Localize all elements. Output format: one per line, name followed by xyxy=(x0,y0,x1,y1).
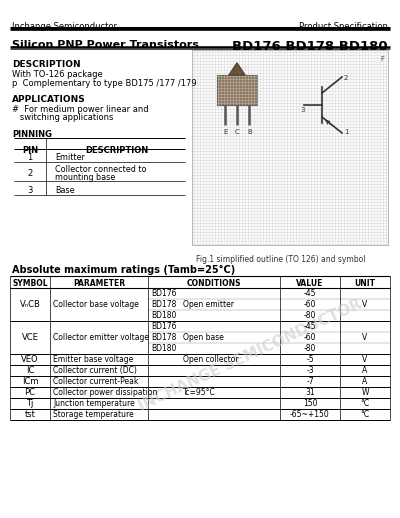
Text: PIN: PIN xyxy=(22,146,38,155)
Text: Fig.1 simplified outline (TO 126) and symbol: Fig.1 simplified outline (TO 126) and sy… xyxy=(196,255,366,264)
Bar xyxy=(217,75,257,105)
Text: B: B xyxy=(247,129,252,135)
Text: E: E xyxy=(223,129,227,135)
Text: SYMBOL: SYMBOL xyxy=(12,279,48,287)
Text: Collector power dissipation: Collector power dissipation xyxy=(53,388,157,397)
Text: With TO-126 package: With TO-126 package xyxy=(12,70,103,79)
Text: F: F xyxy=(380,56,384,62)
Text: 1: 1 xyxy=(344,129,348,135)
Text: BD180: BD180 xyxy=(151,311,176,320)
Text: V: V xyxy=(362,355,368,364)
Text: Open emitter: Open emitter xyxy=(183,300,234,309)
Text: PARAMETER: PARAMETER xyxy=(73,279,125,287)
Text: °C: °C xyxy=(360,399,370,408)
Text: UNIT: UNIT xyxy=(354,279,376,287)
Text: 31: 31 xyxy=(305,388,315,397)
Text: Silicon PNP Power Transistors: Silicon PNP Power Transistors xyxy=(12,40,199,50)
Text: CONDITIONS: CONDITIONS xyxy=(187,279,241,287)
Text: INCHANGE SEMICONDUCTOR: INCHANGE SEMICONDUCTOR xyxy=(136,296,364,413)
Text: DESCRIPTION: DESCRIPTION xyxy=(12,60,81,69)
Text: -65~+150: -65~+150 xyxy=(290,410,330,419)
Text: IC: IC xyxy=(26,366,34,375)
Text: VCE: VCE xyxy=(22,333,38,342)
Text: -7: -7 xyxy=(306,377,314,386)
Text: Collector base voltage: Collector base voltage xyxy=(53,300,139,309)
Text: p  Complementary to type BD175 /177 /179: p Complementary to type BD175 /177 /179 xyxy=(12,79,197,88)
Text: -60: -60 xyxy=(304,333,316,342)
Text: -45: -45 xyxy=(304,322,316,331)
Text: -45: -45 xyxy=(304,289,316,298)
Text: VALUE: VALUE xyxy=(296,279,324,287)
Text: VₙCB: VₙCB xyxy=(20,300,40,309)
Text: 3: 3 xyxy=(300,107,304,113)
Text: -3: -3 xyxy=(306,366,314,375)
Text: mounting base: mounting base xyxy=(55,173,115,182)
Text: DESCRIPTION: DESCRIPTION xyxy=(85,146,148,155)
Text: Inchange Semiconductor: Inchange Semiconductor xyxy=(12,22,117,31)
Text: PC: PC xyxy=(24,388,36,397)
Text: C: C xyxy=(235,129,240,135)
Text: W: W xyxy=(361,388,369,397)
Text: V: V xyxy=(362,300,368,309)
Text: ICm: ICm xyxy=(22,377,38,386)
Text: -60: -60 xyxy=(304,300,316,309)
Text: Collector emitter voltage: Collector emitter voltage xyxy=(53,333,149,342)
Text: BD180: BD180 xyxy=(151,344,176,353)
Text: Tc=95°C: Tc=95°C xyxy=(183,388,216,397)
Text: -80: -80 xyxy=(304,311,316,320)
Text: A: A xyxy=(362,377,368,386)
Text: Storage temperature: Storage temperature xyxy=(53,410,134,419)
Text: V: V xyxy=(362,333,368,342)
Text: BD178: BD178 xyxy=(151,333,176,342)
Text: Collector current-Peak: Collector current-Peak xyxy=(53,377,138,386)
Text: 2: 2 xyxy=(344,75,348,81)
Text: 1: 1 xyxy=(27,153,33,163)
Text: tst: tst xyxy=(24,410,36,419)
Text: VEO: VEO xyxy=(21,355,39,364)
Text: °C: °C xyxy=(360,410,370,419)
Text: BD176 BD178 BD180: BD176 BD178 BD180 xyxy=(232,40,388,53)
Text: Emitter: Emitter xyxy=(55,153,85,163)
Text: Emitter base voltage: Emitter base voltage xyxy=(53,355,133,364)
Text: Junction temperature: Junction temperature xyxy=(53,399,135,408)
Text: Collector current (DC): Collector current (DC) xyxy=(53,366,137,375)
Text: Product Specification: Product Specification xyxy=(299,22,388,31)
Text: A: A xyxy=(362,366,368,375)
Text: Open base: Open base xyxy=(183,333,224,342)
Text: switching applications: switching applications xyxy=(12,113,113,122)
Text: Collector connected to: Collector connected to xyxy=(55,165,146,174)
Text: 150: 150 xyxy=(303,399,317,408)
Text: Tj: Tj xyxy=(26,399,34,408)
Text: Base: Base xyxy=(55,186,75,195)
Text: PINNING: PINNING xyxy=(12,130,52,139)
Text: BD176: BD176 xyxy=(151,289,176,298)
Text: BD178: BD178 xyxy=(151,300,176,309)
Text: -5: -5 xyxy=(306,355,314,364)
Bar xyxy=(192,50,388,245)
Text: Open collector: Open collector xyxy=(183,355,239,364)
Text: APPLICATIONS: APPLICATIONS xyxy=(12,95,86,104)
Text: Absolute maximum ratings (Tamb=25°C): Absolute maximum ratings (Tamb=25°C) xyxy=(12,265,235,275)
Text: BD176: BD176 xyxy=(151,322,176,331)
Text: 3: 3 xyxy=(27,186,33,195)
Text: -80: -80 xyxy=(304,344,316,353)
Polygon shape xyxy=(229,63,245,75)
Text: 2: 2 xyxy=(27,169,33,179)
Text: #  For medium power linear and: # For medium power linear and xyxy=(12,105,149,114)
